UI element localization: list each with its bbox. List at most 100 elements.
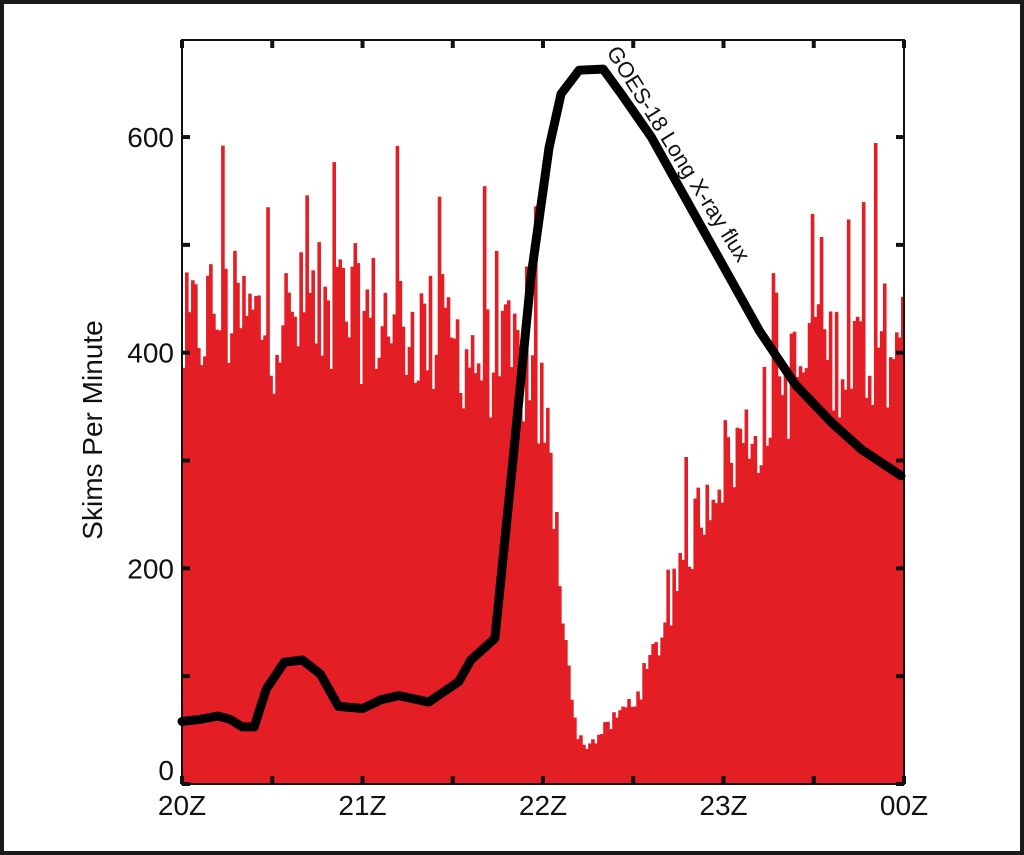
skims-bar <box>209 264 213 784</box>
skims-bar <box>203 356 207 784</box>
skims-bar <box>305 195 309 785</box>
skims-bar <box>455 319 460 784</box>
skims-bar <box>771 273 776 784</box>
skims-bar <box>428 275 433 784</box>
skims-bar <box>266 207 270 784</box>
skims-bar <box>870 404 875 784</box>
skims-bar <box>741 443 746 784</box>
skims-bar <box>185 272 189 784</box>
skims-bar <box>320 355 324 784</box>
skims-bar <box>404 374 409 784</box>
skims-bar <box>536 443 541 784</box>
skims-bar <box>801 372 806 784</box>
skims-bar <box>708 520 713 784</box>
skims-bar <box>359 384 364 784</box>
skims-bar <box>302 312 306 784</box>
skims-bar <box>552 528 556 784</box>
skims-bar <box>654 642 658 784</box>
skims-bar <box>615 717 619 784</box>
skims-bar <box>284 273 288 784</box>
skims-bar <box>768 437 773 784</box>
skims-bar <box>332 162 337 784</box>
skims-bar <box>570 699 574 784</box>
skims-bar <box>588 743 592 784</box>
skims-bar <box>828 311 833 784</box>
skims-bar <box>750 443 755 784</box>
skims-bar <box>242 275 246 784</box>
skims-bar <box>819 236 824 784</box>
skims-bar <box>639 699 643 784</box>
skims-bar <box>281 325 285 784</box>
skims-bar <box>272 393 276 784</box>
skims-bar <box>200 365 204 784</box>
skims-bar <box>197 348 201 784</box>
skims-bar <box>834 311 839 784</box>
skims-bar <box>807 322 812 784</box>
skims-bar <box>780 395 785 784</box>
skims-bar <box>233 250 237 785</box>
skims-bar <box>735 427 740 784</box>
skims-bar <box>461 408 466 784</box>
skims-bar <box>482 186 487 784</box>
skims-bar <box>690 568 695 784</box>
skims-bar <box>524 266 529 784</box>
skims-bar <box>398 280 403 784</box>
skims-bar <box>738 428 743 784</box>
skims-bar <box>290 311 294 784</box>
skims-bar <box>515 330 520 784</box>
skims-bar <box>350 266 355 784</box>
skims-bar <box>579 735 583 784</box>
skims-bar <box>729 462 734 784</box>
skims-bar <box>341 267 346 785</box>
skims-bar <box>491 372 496 784</box>
skims-bar <box>744 409 749 784</box>
skims-bar <box>446 297 451 784</box>
skims-bar <box>675 591 679 784</box>
skims-bar <box>837 417 842 784</box>
skims-bar <box>840 379 845 784</box>
skims-bar <box>627 699 631 784</box>
skims-bar <box>221 145 225 785</box>
skims-bar <box>624 707 628 784</box>
skims-bar <box>885 407 890 784</box>
y-tick-label: 400 <box>127 338 174 369</box>
skims-bar <box>188 312 192 784</box>
skims-bar <box>236 282 240 784</box>
skims-bar <box>774 292 779 784</box>
skims-bar <box>900 296 905 784</box>
skims-bar <box>338 259 343 784</box>
skims-bar <box>555 511 559 784</box>
skims-bar <box>858 321 863 784</box>
skims-bar <box>377 357 382 784</box>
skims-bar <box>636 691 640 784</box>
skims-bar <box>876 347 881 784</box>
skims-bar <box>344 321 349 784</box>
skims-bar <box>804 368 809 784</box>
skims-bar <box>458 393 463 784</box>
skims-bar <box>684 456 688 784</box>
skims-bar <box>437 196 442 784</box>
skims-bar <box>756 473 761 784</box>
skims-bar <box>861 202 866 784</box>
y-tick-label: 600 <box>127 122 174 153</box>
skims-bar <box>561 623 565 784</box>
skims-bar <box>714 503 719 784</box>
skims-bar <box>687 566 692 784</box>
x-tick-label: 23Z <box>699 790 747 821</box>
skims-bar <box>392 314 397 784</box>
skims-bar <box>467 367 472 784</box>
skims-bar <box>260 339 264 784</box>
skims-bar <box>362 310 367 784</box>
skims-bar <box>254 296 258 784</box>
y-tick-label: 200 <box>127 553 174 584</box>
skims-bar <box>669 625 673 784</box>
skims-bar <box>657 655 661 784</box>
skims-bar <box>798 366 803 784</box>
skims-bar <box>239 328 243 784</box>
skims-bar <box>810 213 815 784</box>
skims-bar <box>191 280 195 784</box>
skims-bar <box>672 568 676 784</box>
skims-bar <box>308 292 312 784</box>
skims-bar <box>558 586 562 784</box>
skims-bar <box>573 717 577 784</box>
